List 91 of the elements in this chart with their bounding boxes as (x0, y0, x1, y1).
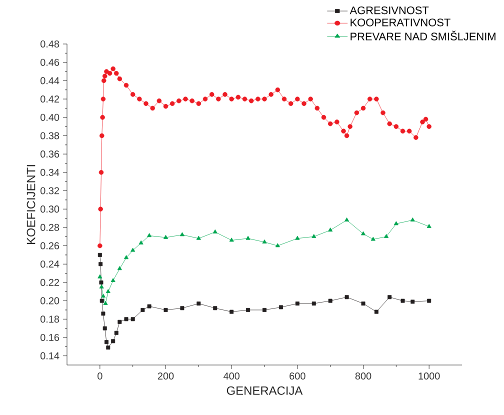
point (344, 295, 349, 300)
y-tick-label: 0.16 (40, 334, 60, 342)
y-tick-label: 0.24 (40, 260, 60, 268)
x-tick-label: 600 (290, 372, 306, 380)
point (138, 240, 144, 244)
point (118, 320, 122, 324)
y-tick-label: 0.26 (40, 242, 60, 250)
point (230, 310, 234, 314)
point (124, 255, 129, 260)
point (410, 218, 415, 222)
point (295, 236, 300, 240)
point (130, 317, 135, 322)
point (117, 266, 122, 270)
y-tick-label: 0.14 (40, 352, 60, 360)
point (212, 229, 218, 234)
point (196, 302, 201, 306)
point (101, 312, 106, 316)
point (100, 294, 106, 298)
y-tick-label: 0.44 (40, 77, 60, 84)
x-axis-title: GENERACIJA (226, 386, 303, 395)
point (147, 233, 152, 238)
point (262, 308, 266, 312)
y-tick-label: 0.20 (40, 297, 60, 304)
point (278, 305, 283, 310)
point (295, 302, 300, 306)
point (328, 298, 332, 303)
point (114, 330, 118, 335)
point (98, 274, 102, 278)
x-tick-label: 1000 (418, 372, 440, 380)
point (106, 346, 110, 350)
y-tick-label: 0.32 (40, 187, 59, 194)
point (180, 306, 184, 310)
point (163, 234, 168, 239)
legend-label: AGRESIVNOST (350, 6, 429, 14)
y-tick-label: 0.34 (40, 168, 60, 176)
point (147, 304, 152, 308)
point (180, 232, 184, 236)
x-tick-label: 0 (98, 372, 102, 380)
point (374, 310, 378, 314)
y-tick-label: 0.30 (40, 206, 60, 213)
point (361, 302, 366, 306)
point (360, 231, 366, 236)
point (370, 236, 376, 241)
x-tick-label: 800 (355, 372, 372, 380)
y-tick-label: 0.22 (40, 278, 59, 286)
point (124, 317, 128, 322)
point (111, 339, 116, 344)
point (246, 308, 250, 312)
x-tick-label: 200 (158, 372, 174, 380)
point (312, 302, 316, 306)
point (275, 243, 280, 248)
point (426, 224, 432, 228)
legend-label: PREVARE NAD SMIŠLJENIM (350, 30, 496, 40)
point (344, 218, 350, 222)
y-axis-title: KOEFICIJENTI (26, 165, 36, 244)
legend-label: KOOPERATIVNOST (350, 18, 450, 26)
point (384, 234, 389, 238)
point (262, 240, 267, 244)
point (106, 289, 110, 294)
point (102, 326, 107, 330)
point (130, 248, 136, 252)
y-tick-label: 0.42 (40, 96, 59, 103)
point (99, 284, 104, 288)
y-tick-label: 0.48 (40, 40, 60, 48)
point (98, 252, 102, 257)
point (140, 308, 145, 312)
point (196, 236, 201, 240)
point (388, 295, 392, 300)
point (400, 298, 405, 303)
point (328, 228, 333, 232)
point (312, 234, 316, 238)
point (394, 221, 398, 226)
y-tick-label: 0.18 (40, 316, 60, 323)
point (427, 298, 432, 303)
y-tick-label: 0.28 (40, 224, 60, 231)
x-tick-label: 400 (224, 372, 240, 380)
y-tick-label: 0.40 (40, 114, 60, 121)
point (110, 278, 116, 282)
point (98, 262, 103, 266)
point (410, 300, 415, 304)
y-tick-label: 0.46 (40, 58, 60, 66)
y-tick-label: 0.38 (40, 132, 60, 140)
point (103, 300, 108, 305)
point (99, 280, 104, 284)
point (104, 340, 108, 344)
point (100, 298, 104, 303)
point (229, 238, 234, 242)
point (213, 306, 218, 310)
point (246, 236, 250, 240)
y-tick-label: 0.36 (40, 150, 60, 158)
point (164, 308, 168, 312)
